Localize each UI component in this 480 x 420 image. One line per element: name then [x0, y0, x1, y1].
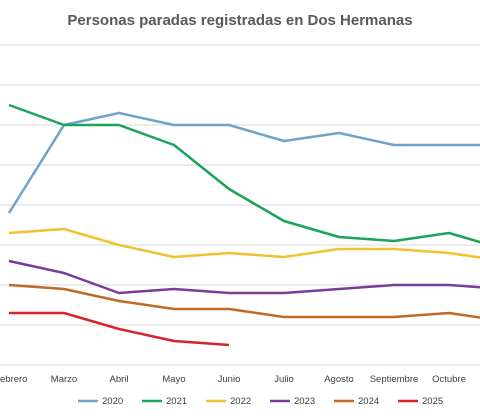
series-lines	[7, 103, 480, 347]
x-tick-label: Abril	[109, 374, 128, 385]
chart-title: Personas paradas registradas en Dos Herm…	[67, 12, 412, 29]
x-tick-label: Marzo	[51, 374, 77, 385]
x-tick-label: Mayo	[162, 374, 185, 385]
series-line-2020	[7, 111, 480, 214]
legend-label: 2020	[102, 396, 123, 407]
x-tick-label: ebrero	[0, 374, 27, 385]
legend-item-2022: 2022	[206, 396, 251, 407]
x-tick-label: Julio	[274, 374, 294, 385]
x-tick-label: Junio	[218, 374, 241, 385]
series-line-2024	[8, 283, 480, 319]
x-tick-label: Octubre	[432, 374, 466, 385]
x-tick-label: Septiembre	[370, 374, 419, 385]
series-line-2025	[9, 311, 230, 347]
legend-label: 2021	[166, 396, 187, 407]
legend-item-2025: 2025	[398, 396, 443, 407]
legend-item-2021: 2021	[142, 396, 187, 407]
series-line-2021	[8, 103, 480, 244]
legend-label: 2025	[422, 396, 443, 407]
legend: 2020 2021 2022 2023 2024 2025	[78, 396, 443, 407]
legend-label: 2022	[230, 396, 251, 407]
legend-item-2020: 2020	[78, 396, 123, 407]
x-tick-label: Agosto	[324, 374, 354, 385]
legend-item-2024: 2024	[334, 396, 379, 407]
x-axis-tick-labels: ebrero Marzo Abril Mayo Junio Julio Agosto Sept…	[0, 374, 466, 385]
series-line-2022	[8, 227, 480, 259]
series-line-2023	[8, 259, 480, 295]
legend-label: 2024	[358, 396, 379, 407]
legend-item-2023: 2023	[270, 396, 315, 407]
legend-label: 2023	[294, 396, 315, 407]
